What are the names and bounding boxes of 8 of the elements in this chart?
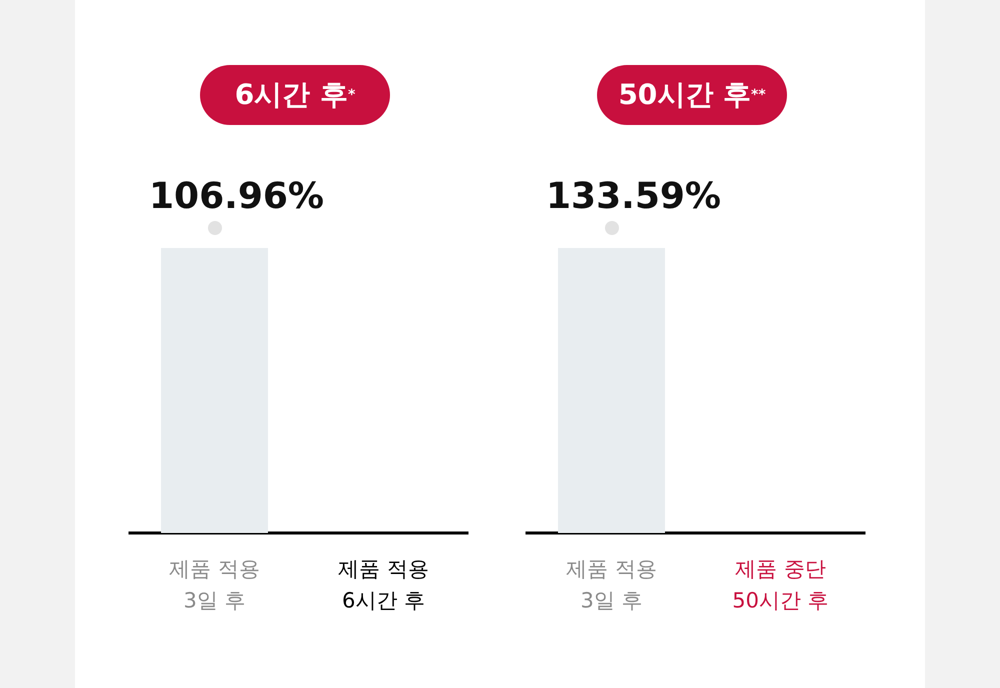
chart-title: 50시간 후$^{**}$ xyxy=(597,65,787,125)
x-tick-label: 제품 적용 6시간 후 xyxy=(338,557,429,613)
x-tick-label: 제품 적용 3일 후 xyxy=(566,557,657,613)
x-tick-label: 제품 적용 3일 후 xyxy=(169,557,260,613)
data-label: 133.59% xyxy=(546,176,721,217)
chart-title: 6시간 후$^{*}$ xyxy=(200,65,390,125)
data-label: 106.96% xyxy=(149,176,324,217)
x-tick-label: 제품 중단 50시간 후 xyxy=(732,557,829,613)
